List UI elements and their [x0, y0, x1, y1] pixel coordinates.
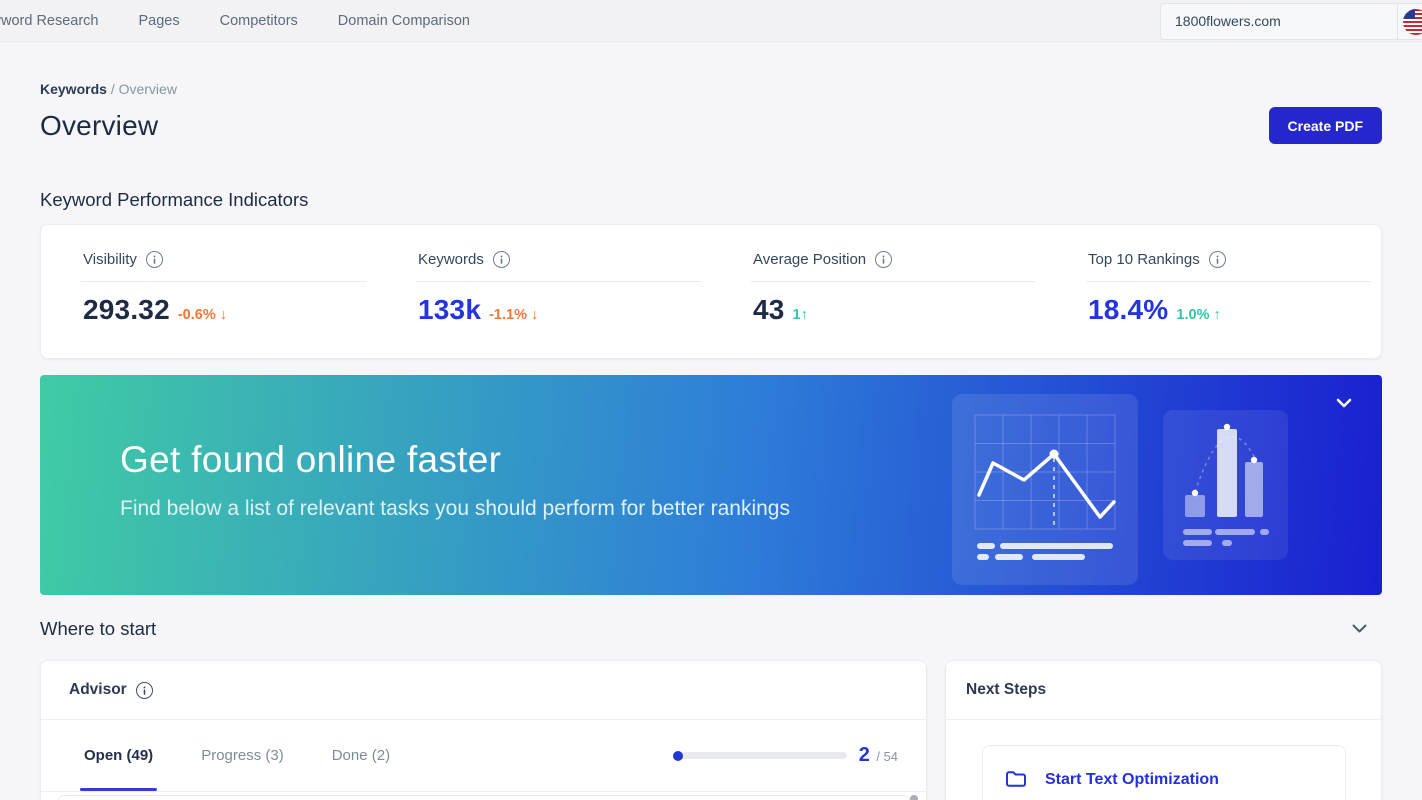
nav-item-pages[interactable]: Pages — [138, 12, 180, 29]
where-to-start-chevron-icon[interactable] — [1352, 620, 1367, 638]
tab-progress[interactable]: Progress (3) — [201, 747, 284, 764]
arrow-down-icon: ↓ — [531, 307, 539, 323]
info-icon[interactable] — [492, 251, 510, 268]
arrow-up-icon: ↑ — [1213, 307, 1221, 323]
divider — [416, 281, 701, 282]
kpi-visibility: Visibility 293.32 -0.6% ↓ — [41, 251, 376, 358]
nav-item-domain-comparison[interactable]: Domain Comparison — [337, 12, 470, 29]
advisor-title: Advisor — [69, 681, 127, 698]
page-title: Overview — [40, 109, 159, 141]
kpi-average-position-label: Average Position — [753, 251, 867, 268]
next-steps-header: Next Steps — [946, 661, 1381, 720]
country-selector[interactable] — [1397, 2, 1422, 40]
nav-item-competitors[interactable]: Competitors — [219, 12, 298, 29]
breadcrumb-separator: / — [110, 81, 119, 97]
arrow-down-icon: ↓ — [219, 307, 228, 323]
kpi-average-position-delta: 1↑ — [792, 307, 808, 323]
divider — [1086, 281, 1371, 282]
folder-icon — [1005, 770, 1027, 793]
advisor-list-item[interactable] — [57, 795, 911, 800]
promo-banner: Get found online faster Find below a lis… — [40, 375, 1382, 595]
main-content: Keywords / Overview Overview Create PDF … — [0, 42, 1422, 800]
tab-open[interactable]: Open (49) — [79, 720, 158, 791]
info-icon[interactable] — [145, 251, 163, 268]
topbar-right-group — [1160, 0, 1422, 41]
info-icon[interactable] — [875, 251, 893, 268]
title-row: Overview Create PDF — [40, 107, 1382, 144]
banner-title: Get found online faster — [120, 439, 502, 480]
advisor-tabs: Open (49) Progress (3) Done (2) 2 / 54 — [41, 720, 926, 792]
top-navigation-bar: Keyword Research Pages Competitors Domai… — [0, 0, 1422, 42]
top-nav-items: Keyword Research Pages Competitors Domai… — [0, 13, 470, 29]
where-to-start-title: Where to start — [40, 618, 157, 639]
kpi-keywords-value: 133k — [418, 294, 482, 325]
breadcrumb-current: Overview — [118, 81, 177, 97]
advisor-progress: 2 / 54 — [672, 744, 898, 767]
progress-current: 2 — [858, 744, 870, 766]
us-flag-icon — [1403, 8, 1422, 40]
progress-thumb — [672, 750, 683, 761]
banner-text: Get found online faster Find below a lis… — [120, 439, 790, 521]
banner-collapse-chevron-icon[interactable] — [1336, 395, 1352, 413]
line-chart-illustration — [952, 394, 1138, 585]
kpi-top10-rankings-label: Top 10 Rankings — [1088, 251, 1200, 268]
progress-total: / 54 — [876, 749, 898, 764]
banner-subtitle: Find below a list of relevant tasks you … — [120, 497, 790, 520]
kpi-keywords-label: Keywords — [418, 251, 484, 268]
domain-search-box[interactable] — [1160, 2, 1397, 40]
kpi-visibility-delta: -0.6% ↓ — [177, 307, 228, 323]
nav-item-keyword-research[interactable]: Keyword Research — [0, 12, 99, 29]
next-steps-title: Next Steps — [966, 681, 1047, 698]
kpi-top10-rankings-value: 18.4% — [1088, 294, 1169, 325]
kpi-card: Visibility 293.32 -0.6% ↓ Keywords 133k — [40, 224, 1382, 359]
breadcrumb: Keywords / Overview — [40, 42, 1382, 97]
advisor-card: Advisor Open (49) Progress (3) Done (2) … — [40, 660, 927, 800]
bar-chart-illustration — [1163, 410, 1288, 560]
kpi-average-position: Average Position 43 1↑ — [711, 251, 1046, 358]
arrow-up-icon: ↑ — [800, 307, 808, 323]
divider — [81, 281, 366, 282]
create-pdf-button[interactable]: Create PDF — [1268, 107, 1382, 144]
next-step-item-label[interactable]: Start Text Optimization — [1045, 771, 1219, 788]
kpi-section-title: Keyword Performance Indicators — [40, 189, 309, 210]
info-icon[interactable] — [135, 681, 153, 699]
advisor-card-header: Advisor — [41, 661, 926, 720]
next-steps-card: Next Steps Start Text Optimization — [945, 660, 1382, 800]
kpi-average-position-value: 43 — [753, 294, 785, 325]
advisor-scrollbar[interactable] — [910, 795, 918, 800]
kpi-keywords-delta: -1.1% ↓ — [489, 307, 539, 323]
progress-bar — [672, 750, 847, 761]
kpi-top10-rankings-delta: 1.0% ↑ — [1176, 307, 1221, 323]
kpi-keywords: Keywords 133k -1.1% ↓ — [376, 251, 711, 358]
next-step-item-text-optimization[interactable]: Start Text Optimization — [982, 745, 1346, 800]
breadcrumb-keywords-link[interactable]: Keywords — [40, 81, 107, 97]
tab-done[interactable]: Done (2) — [331, 747, 391, 764]
bottom-cards-row: Advisor Open (49) Progress (3) Done (2) … — [40, 660, 1382, 800]
kpi-visibility-value: 293.32 — [83, 294, 170, 325]
domain-input[interactable] — [1161, 13, 1397, 29]
info-icon[interactable] — [1208, 251, 1226, 268]
where-to-start-header: Where to start — [40, 618, 1382, 640]
kpi-top10-rankings: Top 10 Rankings 18.4% 1.0% ↑ — [1046, 251, 1381, 358]
kpi-visibility-label: Visibility — [83, 251, 137, 268]
divider — [751, 281, 1036, 282]
